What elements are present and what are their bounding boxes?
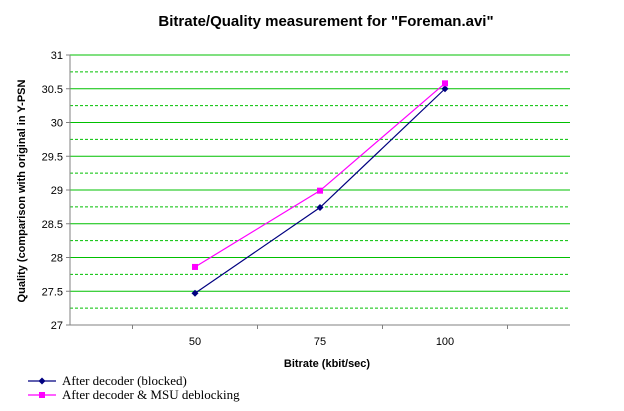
legend-marker — [39, 392, 45, 398]
y-tick-label: 30 — [51, 118, 63, 130]
y-tick-label: 27 — [51, 320, 63, 332]
data-point — [441, 85, 449, 93]
y-tick-label: 30.5 — [42, 84, 63, 96]
y-tick-label: 28.5 — [42, 219, 63, 231]
y-tick-label: 28 — [51, 253, 63, 265]
x-tick-label: 75 — [314, 336, 326, 348]
series-lines — [191, 80, 449, 297]
series-line — [194, 82, 446, 268]
data-point — [442, 80, 448, 87]
y-axis-label: Quality (comparison with original in Y-P… — [16, 80, 28, 303]
legend-item: After decoder & MSU deblocking — [28, 387, 240, 402]
data-point — [191, 289, 199, 297]
data-point — [192, 263, 198, 270]
y-tick-label: 29.5 — [42, 151, 63, 163]
chart-title: Bitrate/Quality measurement for "Foreman… — [158, 13, 493, 30]
x-axis-label: Bitrate (kbit/sec) — [284, 358, 371, 370]
y-tick-label: 31 — [51, 50, 63, 62]
data-point — [317, 187, 323, 194]
data-point — [316, 204, 324, 212]
x-tick-label: 100 — [436, 336, 454, 348]
y-tick-label: 27.5 — [42, 286, 63, 298]
legend-label: After decoder (blocked) — [62, 373, 187, 388]
axes: 27 27.5 28 28.5 29 29.5 30 30.5 31 50 75 100 — [42, 50, 570, 348]
legend-label: After decoder & MSU deblocking — [62, 387, 240, 402]
x-tick-label: 50 — [189, 336, 201, 348]
legend-item: After decoder (blocked) — [28, 373, 187, 388]
y-tick-label: 29 — [51, 185, 63, 197]
legend-marker — [38, 377, 46, 385]
grid — [70, 54, 570, 309]
legend: After decoder (blocked)After decoder & M… — [28, 373, 240, 402]
